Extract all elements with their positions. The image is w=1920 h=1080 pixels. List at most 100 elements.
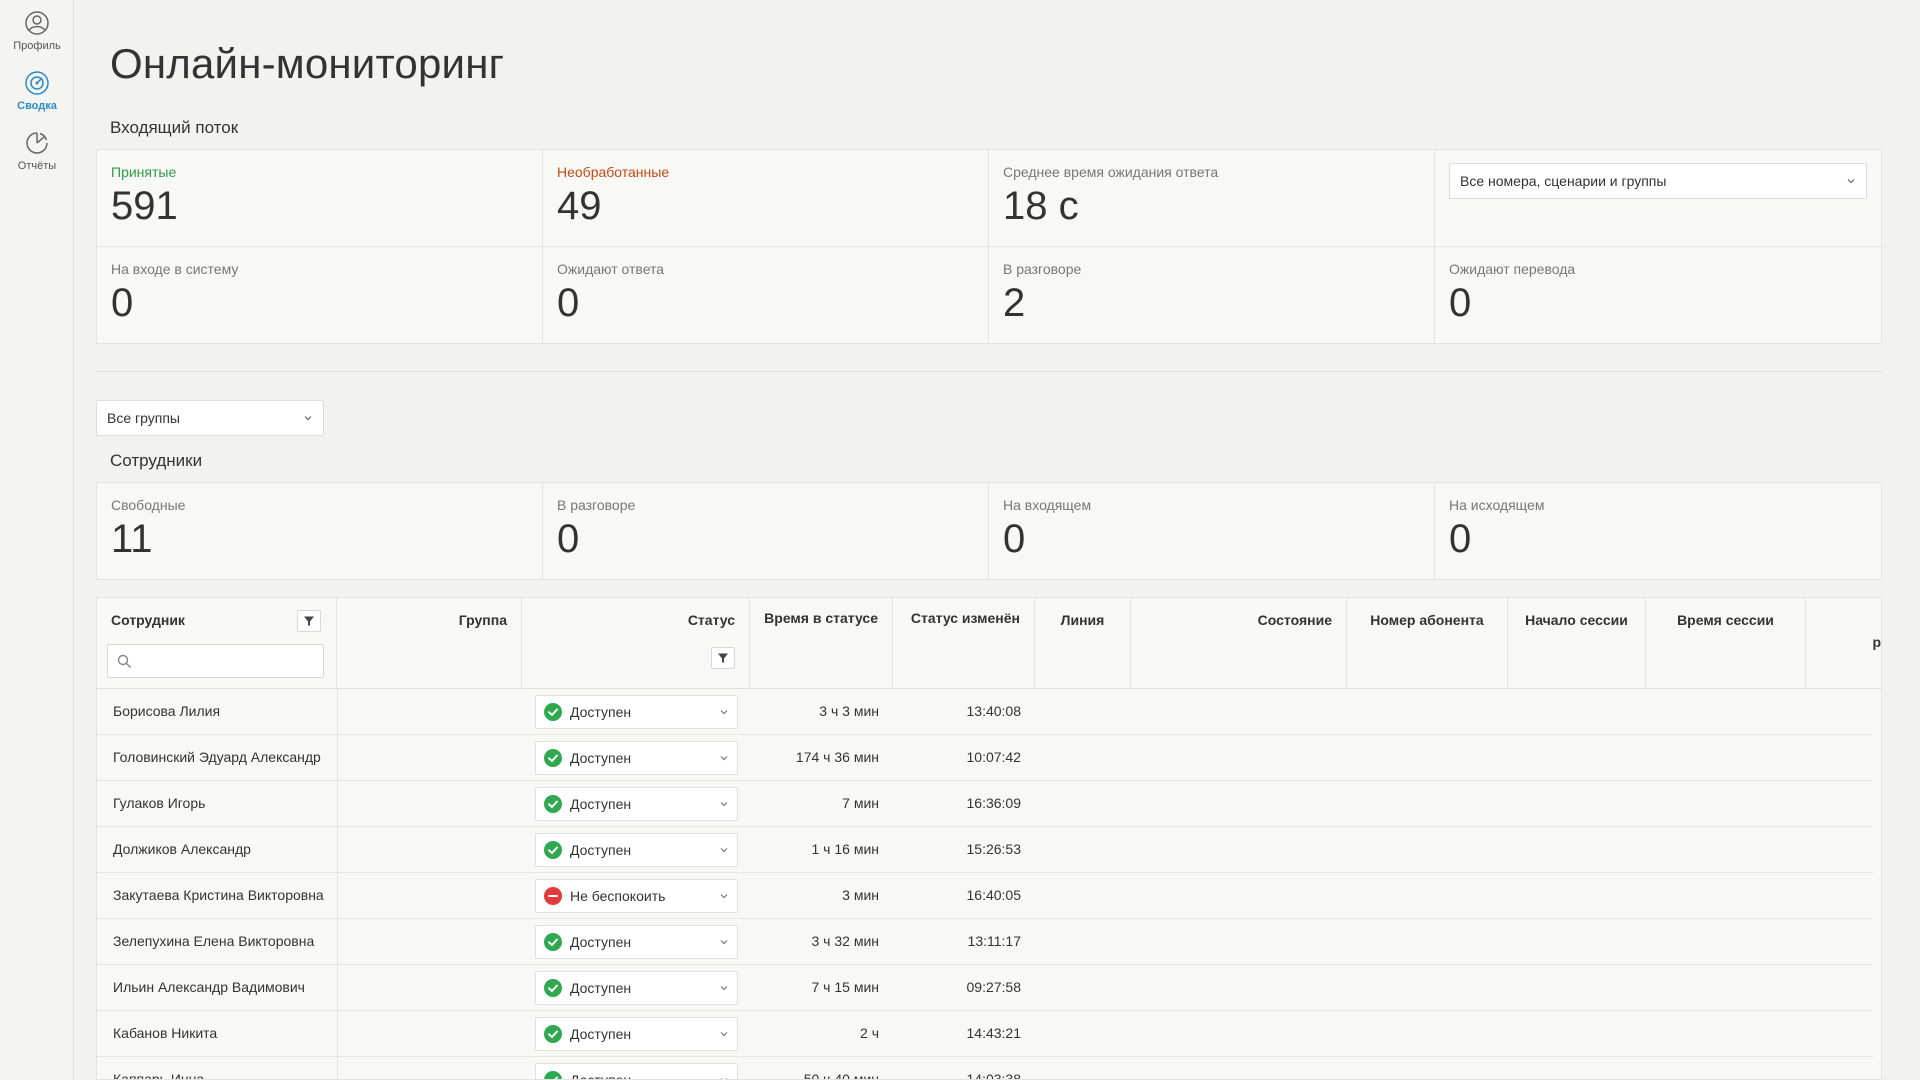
stat-avg-wait: Среднее время ожидания ответа 18 с xyxy=(989,150,1435,247)
column-separator xyxy=(337,873,338,919)
stat-talking-value: 2 xyxy=(1003,281,1026,325)
table-row[interactable]: Зелепухина Елена Викторовна Доступен 3 ч 3… xyxy=(97,919,1873,965)
status-select-value: Доступен xyxy=(570,934,632,950)
stat-emp-talking-label: В разговоре xyxy=(557,497,636,513)
stat-on-outgoing-value: 0 xyxy=(1449,517,1472,561)
numbers-scenarios-select-value: Все номера, сценарии и группы xyxy=(1460,173,1667,189)
do-not-disturb-icon xyxy=(544,887,562,905)
check-circle-icon xyxy=(544,1071,562,1079)
status-select-value: Доступен xyxy=(570,1072,632,1080)
stat-on-incoming: На входящем 0 xyxy=(989,483,1435,580)
th-time-in-status-label: Время в статусе xyxy=(764,610,878,626)
status-select[interactable]: Не беспокоить xyxy=(535,879,738,913)
status-changed-time: 13:40:08 xyxy=(966,703,1022,719)
status-changed-time: 09:27:58 xyxy=(966,979,1022,995)
status-select[interactable]: Доступен xyxy=(535,741,738,775)
nav-reports[interactable]: Отчёты xyxy=(0,130,74,172)
stat-awaiting-label: Ожидают ответа xyxy=(557,261,665,277)
table-row[interactable]: Гулаков Игорь Доступен 7 мин 16:36:09 xyxy=(97,781,1873,827)
status-changed-time: 14:03:38 xyxy=(966,1071,1022,1080)
groups-select[interactable]: Все группы xyxy=(96,400,324,436)
stat-transfer-value: 0 xyxy=(1449,281,1472,325)
nav-summary-label: Сводка xyxy=(17,100,57,112)
column-separator xyxy=(337,965,338,1011)
table-row[interactable]: Кабанов Никита Доступен 2 ч 14:43:21 xyxy=(97,1011,1873,1057)
employee-name: Головинский Эдуард Александр xyxy=(113,749,321,765)
check-circle-icon xyxy=(544,841,562,859)
groups-select-value: Все группы xyxy=(107,410,180,426)
employee-name: Зелепухина Елена Викторовна xyxy=(113,933,315,949)
th-status: Статус xyxy=(522,598,750,689)
status-select[interactable]: Доступен xyxy=(535,787,738,821)
numbers-scenarios-select[interactable]: Все номера, сценарии и группы xyxy=(1449,163,1867,199)
incoming-filter-cell xyxy=(1435,150,1881,247)
sidebar: Профиль Сводка Отчёты xyxy=(0,0,74,1080)
status-select[interactable]: Доступен xyxy=(535,971,738,1005)
status-changed-time: 13:11:17 xyxy=(967,933,1021,949)
stat-entering-value: 0 xyxy=(111,281,134,325)
status-select[interactable]: Доступен xyxy=(535,833,738,867)
status-select[interactable]: Доступен xyxy=(535,1017,738,1051)
th-session-start-label: Начало сессии xyxy=(1525,612,1628,628)
stat-accepted-label: Принятые xyxy=(111,164,177,180)
table-row[interactable]: Каппарь Инна Доступен 50 ч 40 мин 14:03:38 xyxy=(97,1057,1873,1080)
stat-entering: На входе в систему 0 xyxy=(97,247,543,344)
table-row[interactable]: Закутаева Кристина Викторовна Не беспокои… xyxy=(97,873,1873,919)
stat-on-outgoing: На исходящем 0 xyxy=(1435,483,1881,580)
time-in-status: 50 ч 40 мин xyxy=(803,1071,879,1080)
employee-filter-button[interactable] xyxy=(297,610,321,632)
column-separator xyxy=(337,827,338,873)
th-extra: р xyxy=(1806,598,1881,689)
th-state: Состояние xyxy=(1131,598,1347,689)
status-changed-time: 10:07:42 xyxy=(966,749,1022,765)
chart-icon xyxy=(26,132,48,154)
nav-profile[interactable]: Профиль xyxy=(0,10,74,52)
status-select[interactable]: Доступен xyxy=(535,695,738,729)
stat-avg-wait-value: 18 с xyxy=(1003,184,1079,228)
stat-on-incoming-label: На входящем xyxy=(1003,497,1092,513)
table-header: Сотрудник Группа Статус Время в стат xyxy=(97,598,1881,689)
th-status-changed: Статус изменён xyxy=(893,598,1035,689)
check-circle-icon xyxy=(544,703,562,721)
nav-profile-label: Профиль xyxy=(13,40,61,52)
status-select-value: Доступен xyxy=(570,842,632,858)
employees-stats-card: Свободные 11 В разговоре 0 На входящем 0… xyxy=(96,482,1882,580)
table-row[interactable]: Ильин Александр Вадимович Доступен 7 ч 15 … xyxy=(97,965,1873,1011)
th-employee-label: Сотрудник xyxy=(111,612,185,628)
time-in-status: 3 ч 32 мин xyxy=(811,933,880,949)
stat-avg-wait-label: Среднее время ожидания ответа xyxy=(1003,164,1219,180)
stat-transfer: Ожидают перевода 0 xyxy=(1435,247,1881,344)
table-row[interactable]: Должиков Александр Доступен 1 ч 16 мин 15:2… xyxy=(97,827,1873,873)
employee-search-input[interactable] xyxy=(138,645,318,677)
stat-accepted-value: 591 xyxy=(111,184,178,228)
time-in-status: 174 ч 36 мин xyxy=(795,749,879,765)
stat-unprocessed-label: Необработанные xyxy=(557,164,670,180)
stat-free-value: 11 xyxy=(111,517,153,561)
stat-entering-label: На входе в систему xyxy=(111,261,239,277)
stat-on-incoming-value: 0 xyxy=(1003,517,1026,561)
user-icon xyxy=(25,11,49,35)
employee-search[interactable] xyxy=(107,644,324,678)
table-row[interactable]: Головинский Эдуард Александр Доступен 174 … xyxy=(97,735,1873,781)
stat-transfer-label: Ожидают перевода xyxy=(1449,261,1576,277)
th-subscriber-label: Номер абонента xyxy=(1370,612,1484,628)
check-circle-icon xyxy=(544,1025,562,1043)
status-changed-time: 16:36:09 xyxy=(966,795,1022,811)
status-select[interactable]: Доступен xyxy=(535,925,738,959)
employee-name: Должиков Александр xyxy=(113,841,251,857)
status-filter-button[interactable] xyxy=(711,647,735,669)
section-divider xyxy=(96,371,1882,372)
check-circle-icon xyxy=(544,749,562,767)
th-status-label: Статус xyxy=(687,612,735,628)
stat-emp-talking-value: 0 xyxy=(557,517,580,561)
column-separator xyxy=(337,1011,338,1057)
table-row[interactable]: Борисова Лилия Доступен 3 ч 3 мин 13:40:08 xyxy=(97,689,1873,735)
nav-summary[interactable]: Сводка xyxy=(0,70,74,112)
stat-awaiting-value: 0 xyxy=(557,281,580,325)
status-changed-time: 14:43:21 xyxy=(966,1025,1022,1041)
time-in-status: 1 ч 16 мин xyxy=(811,841,880,857)
filter-icon xyxy=(304,616,314,626)
stat-talking-label: В разговоре xyxy=(1003,261,1082,277)
status-select[interactable]: Доступен xyxy=(535,1063,738,1080)
chevron-down-icon xyxy=(720,848,728,853)
